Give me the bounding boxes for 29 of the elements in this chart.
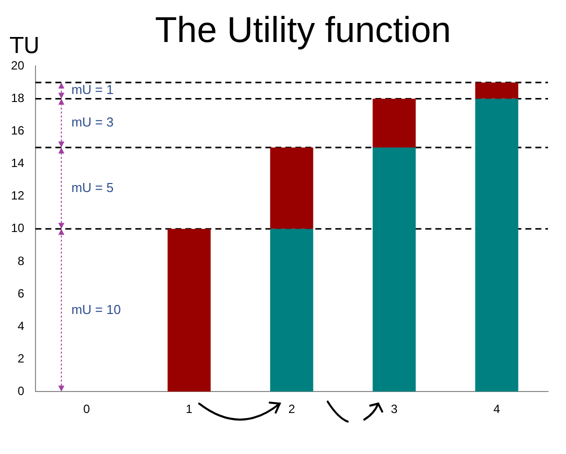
bar	[372, 148, 416, 392]
y-tick-label: 0	[18, 384, 25, 398]
bar	[270, 148, 314, 229]
annotation: mU = 5	[71, 180, 114, 195]
y-tick-label: 12	[10, 188, 25, 203]
bar	[168, 228, 211, 392]
bar	[372, 98, 416, 148]
bar	[270, 228, 314, 392]
x-tick-label: 2	[288, 402, 296, 416]
y-tick-label: 14	[10, 156, 25, 170]
bar	[475, 82, 518, 99]
y-tick-label: 2	[18, 351, 25, 366]
y-tick-label: 10	[10, 221, 25, 236]
annotation: mU = 3	[71, 114, 114, 130]
bar	[475, 98, 518, 392]
y-tick-label: 8	[18, 254, 25, 268]
annotation: mU = 1	[71, 82, 114, 98]
y-tick-label: 20	[10, 58, 25, 73]
y-tick-label: 6	[18, 286, 25, 300]
chart-title: The Utility function	[154, 9, 452, 50]
x-tick-label: 0	[83, 402, 90, 416]
y-tick-label: 16	[10, 124, 25, 138]
x-tick-label: 1	[186, 402, 193, 416]
x-tick-label: 4	[493, 402, 500, 416]
annotation: mU = 10	[71, 302, 121, 317]
x-tick-label: 3	[390, 402, 398, 416]
y-tick-label: 18	[10, 91, 25, 106]
y-tick-label: 4	[18, 318, 25, 333]
y-axis-title: TU	[10, 34, 40, 59]
